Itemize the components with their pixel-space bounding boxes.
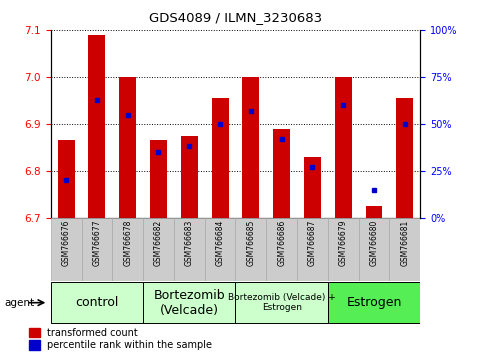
Bar (366, 206, 383, 218)
Bar (236, 218, 266, 281)
Text: agent: agent (5, 298, 35, 308)
Bar (181, 136, 198, 218)
Text: control: control (75, 296, 119, 309)
Bar (297, 218, 328, 281)
Text: GDS4089 / ILMN_3230683: GDS4089 / ILMN_3230683 (149, 11, 322, 24)
Bar (335, 77, 352, 218)
Bar (29, 340, 40, 350)
Bar (51, 282, 143, 323)
Bar (273, 129, 290, 218)
Bar (82, 218, 112, 281)
Bar (397, 98, 413, 218)
Bar (143, 282, 236, 323)
Text: GSM766678: GSM766678 (123, 219, 132, 266)
Text: GSM766683: GSM766683 (185, 219, 194, 266)
Text: GSM766686: GSM766686 (277, 219, 286, 266)
Bar (389, 218, 420, 281)
Bar (266, 218, 297, 281)
Text: GSM766687: GSM766687 (308, 219, 317, 266)
Text: GSM766681: GSM766681 (400, 219, 409, 266)
Text: GSM766676: GSM766676 (62, 219, 71, 266)
Text: transformed count: transformed count (47, 327, 138, 338)
Text: Bortezomib
(Velcade): Bortezomib (Velcade) (154, 289, 225, 317)
Bar (57, 140, 74, 218)
Text: GSM766682: GSM766682 (154, 219, 163, 266)
Text: percentile rank within the sample: percentile rank within the sample (47, 340, 212, 350)
Bar (304, 157, 321, 218)
Bar (51, 218, 82, 281)
Text: GSM766677: GSM766677 (92, 219, 101, 266)
Text: GSM766680: GSM766680 (369, 219, 379, 266)
Bar (358, 218, 389, 281)
Bar (150, 140, 167, 218)
Bar (174, 218, 205, 281)
Text: GSM766684: GSM766684 (215, 219, 225, 266)
Bar (88, 35, 105, 218)
Bar (119, 77, 136, 218)
Text: GSM766685: GSM766685 (246, 219, 256, 266)
Bar (328, 218, 358, 281)
Bar (242, 77, 259, 218)
Bar (112, 218, 143, 281)
Text: Bortezomib (Velcade) +
Estrogen: Bortezomib (Velcade) + Estrogen (228, 293, 336, 312)
Bar (236, 282, 328, 323)
Bar (328, 282, 420, 323)
Text: GSM766679: GSM766679 (339, 219, 348, 266)
Bar (143, 218, 174, 281)
Text: Estrogen: Estrogen (346, 296, 402, 309)
Bar (212, 98, 228, 218)
Bar (29, 327, 40, 337)
Bar (205, 218, 236, 281)
